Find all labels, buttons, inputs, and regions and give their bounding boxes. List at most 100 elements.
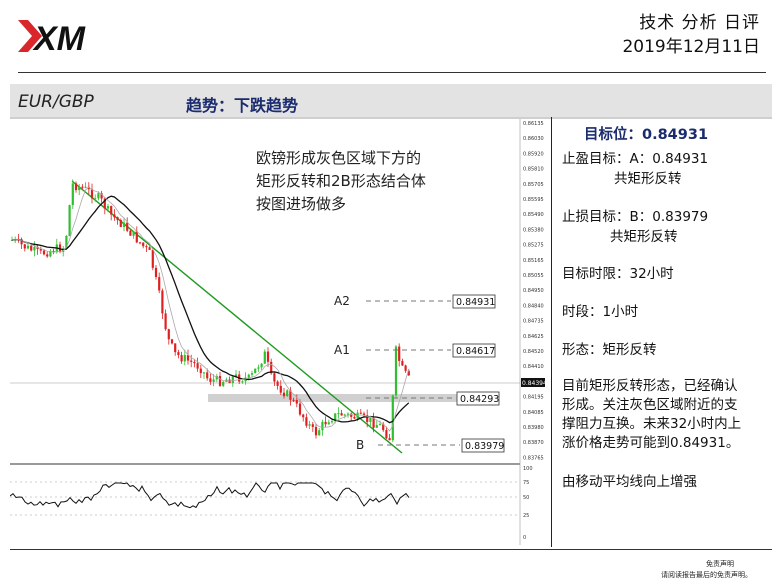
candle-body (132, 231, 135, 236)
candle-body (68, 205, 71, 236)
moving-average-slow (11, 186, 410, 432)
candle-body (215, 375, 218, 380)
price-axis-tick: 0.85490 (523, 212, 544, 218)
candle-body (270, 361, 273, 374)
candle-body (126, 222, 129, 231)
candle-body (318, 430, 321, 436)
candle-body (33, 246, 36, 251)
candle-body (385, 430, 388, 439)
candle-body (87, 186, 90, 190)
price-axis-tick: 0.85275 (523, 243, 544, 249)
candle-body (196, 363, 199, 369)
candle-body (212, 379, 215, 382)
support-zone (208, 394, 466, 402)
candle-body (142, 242, 145, 247)
candle-body (321, 421, 324, 431)
candle-body (84, 186, 87, 188)
title-bar (10, 84, 772, 119)
candle-body (190, 360, 193, 362)
price-axis-tick: 0.85165 (523, 258, 544, 264)
candle-body (343, 414, 346, 416)
candle-body (286, 390, 289, 397)
candle-body (276, 381, 279, 386)
candle-body (36, 246, 39, 250)
candle-body (250, 373, 254, 375)
oscillator-axis-tick: 25 (523, 513, 529, 519)
candle-body (23, 244, 26, 249)
candle-body (311, 424, 314, 427)
price-box-b: 0.83979 (465, 441, 504, 452)
take-profit-pattern: 共矩形反转 (614, 171, 682, 187)
candle-body (180, 355, 183, 362)
report-date: 2019年12月11日 (622, 37, 760, 57)
price-axis-tick: 0.84410 (523, 364, 544, 370)
candle-body (289, 390, 292, 400)
analysis-line-2: 形成。关注灰色区域附近的支 (562, 397, 738, 413)
price-box-a1: 0.84617 (456, 346, 495, 357)
panel-divider (551, 117, 552, 547)
candle-body (247, 374, 250, 378)
candle-body (174, 343, 177, 353)
currency-pair: EUR/GBP (18, 92, 94, 112)
price-axis-tick: 0.85595 (523, 197, 544, 203)
candle-body (78, 186, 81, 191)
candle-body (366, 415, 369, 422)
level-a1-label: A1 (334, 343, 350, 357)
candle-body (145, 246, 148, 248)
candle-body (170, 339, 174, 344)
price-box-a2: 0.84931 (456, 297, 495, 308)
candle-body (46, 254, 49, 257)
candle-body (279, 385, 282, 393)
candle-body (81, 186, 84, 188)
price-chart: A2 A1 B 0.84931 0.84617 0.84293 0.83979 … (10, 119, 547, 545)
candle-body (103, 198, 106, 209)
candle-body (52, 251, 55, 253)
candle-body (167, 329, 170, 340)
candle-body (359, 412, 362, 414)
candle-body (106, 206, 110, 209)
price-axis-tick: 0.84085 (523, 410, 544, 416)
candle-body (218, 375, 222, 386)
candle-body (401, 360, 404, 366)
candle-body (257, 367, 260, 369)
candle-body (404, 365, 407, 371)
timeframe: 时段：1小时 (562, 304, 639, 320)
candle-body (30, 245, 33, 251)
candle-body (161, 290, 164, 314)
stop-loss-pattern: 共矩形反转 (610, 229, 678, 245)
ma-note: 由移动平均线向上增强 (562, 474, 697, 490)
analysis-line-1: 目前矩形反转形态，已经确认 (562, 378, 738, 394)
oscillator-axis-tick: 0 (523, 535, 526, 541)
candle-body (362, 413, 366, 416)
candle-body (327, 422, 330, 425)
price-axis-tick: 0.85705 (523, 182, 544, 188)
candle-body (74, 183, 78, 191)
candle-body (305, 417, 308, 426)
candle-body (39, 249, 42, 251)
price-axis-tick: 0.83870 (523, 440, 544, 446)
candle-body (177, 352, 180, 356)
price-axis-tick: 0.84520 (523, 349, 544, 355)
candle-body (302, 414, 305, 418)
candle-body (398, 346, 401, 361)
stop-loss-line: 止损目标：B：0.83979 (562, 209, 709, 225)
candle-body (298, 403, 302, 415)
level-b-label: B (356, 438, 364, 452)
candle-body (90, 189, 94, 199)
footer-divider (10, 549, 772, 550)
pattern-type: 形态：矩形反转 (562, 342, 657, 358)
current-price-text: 0.84394 (522, 380, 547, 387)
candle-body (186, 355, 190, 361)
price-axis-tick: 0.84840 (523, 303, 544, 309)
candle-body (273, 373, 276, 382)
candle-body (378, 424, 382, 426)
candle-body (65, 235, 68, 249)
candle-body (394, 346, 398, 396)
candle-body (372, 417, 375, 428)
target-level: 目标位：0.84931 (584, 127, 709, 143)
analysis-line-3: 撑阻力互换。未来32小时内上 (562, 416, 742, 432)
price-axis-tick: 0.83765 (523, 455, 544, 461)
price-axis-tick: 0.84735 (523, 319, 544, 325)
candle-body (292, 399, 295, 401)
candle-body (382, 424, 385, 431)
